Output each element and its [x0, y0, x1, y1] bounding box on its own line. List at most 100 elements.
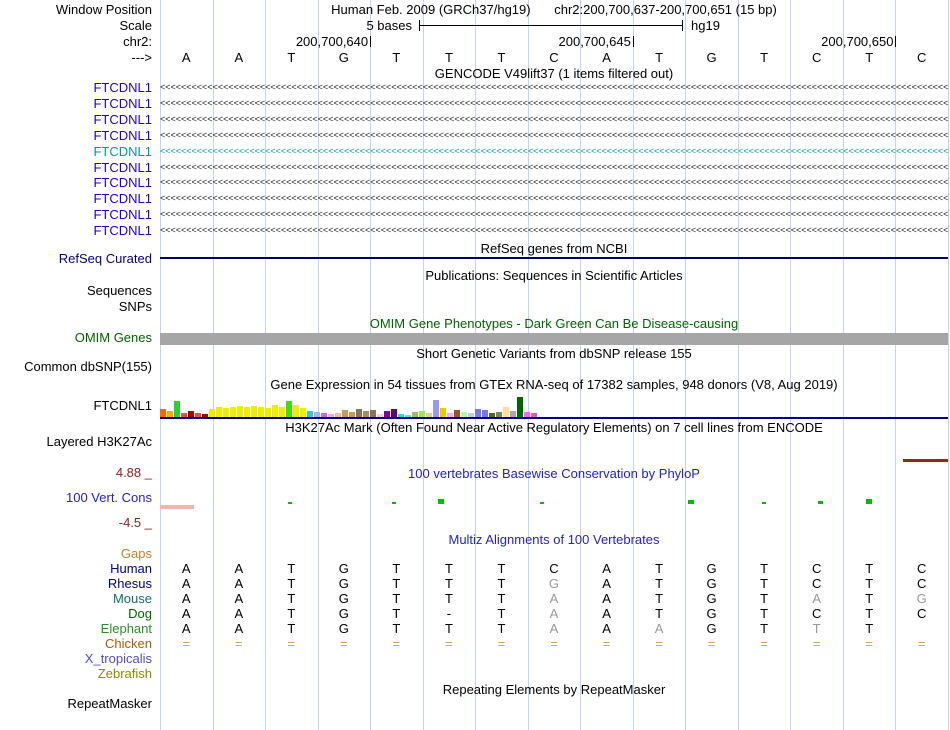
gene-line[interactable]: <<<<<<<<<<<<<<<<<<<<<<<<<<<<<<<<<<<<<<<<…: [160, 82, 948, 92]
gene-label[interactable]: FTCDNL1: [93, 223, 152, 239]
refseq-title[interactable]: RefSeq genes from NCBI: [480, 241, 628, 256]
species-label[interactable]: X_tropicalis: [84, 651, 152, 666]
gtex-bar[interactable]: [398, 414, 404, 417]
gtex-bar[interactable]: [454, 410, 460, 417]
gtex-bar[interactable]: [433, 400, 439, 417]
gtex-bar[interactable]: [307, 411, 313, 417]
gtex-bar[interactable]: [286, 401, 292, 417]
gtex-bar[interactable]: [181, 413, 187, 417]
gtex-bar[interactable]: [279, 407, 285, 417]
gene-line[interactable]: <<<<<<<<<<<<<<<<<<<<<<<<<<<<<<<<<<<<<<<<…: [160, 225, 948, 236]
gene-label[interactable]: FTCDNL1: [93, 159, 152, 175]
phylop-negative-bar[interactable]: [160, 505, 194, 509]
gtex-bar[interactable]: [468, 413, 474, 417]
gtex-bar[interactable]: [258, 407, 264, 417]
gene-line[interactable]: <<<<<<<<<<<<<<<<<<<<<<<<<<<<<<<<<<<<<<<<…: [160, 113, 948, 124]
gtex-bar[interactable]: [349, 412, 355, 417]
gtex-gene-label[interactable]: FTCDNL1: [93, 398, 152, 413]
gtex-bar[interactable]: [265, 408, 271, 417]
h3k27ac-label[interactable]: Layered H3K27Ac: [46, 434, 152, 449]
gtex-bar[interactable]: [356, 409, 362, 417]
gtex-bar[interactable]: [524, 412, 530, 417]
gene-label[interactable]: FTCDNL1: [93, 80, 152, 95]
gene-line[interactable]: <<<<<<<<<<<<<<<<<<<<<<<<<<<<<<<<<<<<<<<<…: [160, 209, 948, 220]
gene-label[interactable]: FTCDNL1: [93, 191, 152, 207]
gtex-bar[interactable]: [370, 410, 376, 417]
refseq-curated-label[interactable]: RefSeq Curated: [58, 251, 152, 266]
gtex-bar[interactable]: [517, 397, 523, 417]
refseq-gene-line[interactable]: [160, 257, 948, 259]
gene-line[interactable]: <<<<<<<<<<<<<<<<<<<<<<<<<<<<<<<<<<<<<<<<…: [160, 129, 948, 140]
sequences-label[interactable]: Sequences: [86, 283, 152, 298]
gene-line[interactable]: <<<<<<<<<<<<<<<<<<<<<<<<<<<<<<<<<<<<<<<<…: [160, 145, 948, 156]
gtex-bar[interactable]: [209, 409, 215, 417]
omim-genes-label[interactable]: OMIM Genes: [74, 330, 152, 345]
phylop-bar[interactable]: [288, 502, 292, 504]
gtex-bar[interactable]: [174, 401, 180, 417]
repeatmasker-label[interactable]: RepeatMasker: [67, 696, 152, 711]
gtex-bar[interactable]: [475, 409, 481, 417]
h3k27ac-signal[interactable]: [903, 459, 948, 462]
species-label[interactable]: Rhesus: [107, 576, 152, 591]
gtex-bar[interactable]: [314, 412, 320, 417]
phylop-bar[interactable]: [762, 502, 766, 504]
gtex-bar[interactable]: [244, 407, 250, 417]
gene-label[interactable]: FTCDNL1: [93, 207, 152, 223]
gtex-bar[interactable]: [391, 409, 397, 417]
species-label[interactable]: Elephant: [100, 621, 152, 636]
phylop-bar[interactable]: [688, 500, 694, 504]
species-label[interactable]: Dog: [128, 606, 152, 621]
gtex-bar[interactable]: [384, 411, 390, 417]
gtex-bar[interactable]: [272, 405, 278, 417]
multiz-title[interactable]: Multiz Alignments of 100 Vertebrates: [448, 532, 660, 547]
species-label[interactable]: Chicken: [105, 636, 152, 651]
species-label[interactable]: Zebrafish: [97, 666, 152, 681]
gtex-bar[interactable]: [412, 412, 418, 417]
dbsnp-title[interactable]: Short Genetic Variants from dbSNP releas…: [416, 346, 692, 361]
gtex-bar[interactable]: [426, 413, 432, 417]
phylop-bar[interactable]: [818, 501, 823, 504]
gtex-bar[interactable]: [482, 410, 488, 417]
gene-line[interactable]: <<<<<<<<<<<<<<<<<<<<<<<<<<<<<<<<<<<<<<<<…: [160, 97, 948, 108]
gene-label[interactable]: FTCDNL1: [93, 95, 152, 111]
gtex-bar[interactable]: [531, 413, 537, 417]
gene-line[interactable]: <<<<<<<<<<<<<<<<<<<<<<<<<<<<<<<<<<<<<<<<…: [160, 177, 948, 188]
dbsnp-label[interactable]: Common dbSNP(155): [24, 359, 152, 374]
gtex-bar[interactable]: [321, 413, 327, 417]
h3k27ac-title[interactable]: H3K27Ac Mark (Often Found Near Active Re…: [285, 420, 823, 435]
gtex-bar[interactable]: [293, 405, 299, 417]
species-label[interactable]: Human: [110, 561, 152, 576]
species-label[interactable]: Mouse: [112, 591, 152, 606]
gene-label[interactable]: FTCDNL1: [93, 175, 152, 191]
gtex-bar[interactable]: [503, 407, 509, 417]
gtex-bar[interactable]: [363, 411, 369, 417]
omim-bar[interactable]: [160, 333, 948, 345]
phylop-bar[interactable]: [540, 502, 544, 504]
gtex-bar[interactable]: [510, 411, 516, 417]
gtex-bar[interactable]: [223, 408, 229, 417]
gene-label[interactable]: FTCDNL1: [93, 127, 152, 143]
gtex-bar[interactable]: [188, 411, 194, 417]
conservation-label[interactable]: 100 Vert. Cons: [66, 490, 152, 505]
gtex-bar[interactable]: [496, 412, 502, 417]
gencode-title[interactable]: GENCODE V49lift37 (1 items filtered out): [434, 66, 674, 81]
gtex-bar[interactable]: [202, 414, 208, 417]
gtex-bar[interactable]: [335, 413, 341, 417]
gtex-bar[interactable]: [230, 407, 236, 417]
gtex-bar[interactable]: [160, 409, 166, 417]
gtex-title[interactable]: Gene Expression in 54 tissues from GTEx …: [270, 377, 838, 392]
gtex-bar[interactable]: [167, 411, 173, 417]
repeatmasker-title[interactable]: Repeating Elements by RepeatMasker: [442, 682, 666, 697]
phylop-bar[interactable]: [392, 502, 396, 504]
gtex-bar[interactable]: [328, 414, 334, 417]
gtex-bar[interactable]: [342, 410, 348, 417]
gtex-bar[interactable]: [440, 408, 446, 417]
gtex-bar[interactable]: [251, 406, 257, 417]
gtex-bar[interactable]: [377, 414, 383, 417]
snps-label[interactable]: SNPs: [118, 299, 152, 314]
gtex-bar[interactable]: [405, 415, 411, 417]
gene-line[interactable]: <<<<<<<<<<<<<<<<<<<<<<<<<<<<<<<<<<<<<<<<…: [160, 193, 948, 204]
publications-title[interactable]: Publications: Sequences in Scientific Ar…: [425, 268, 683, 283]
omim-title[interactable]: OMIM Gene Phenotypes - Dark Green Can Be…: [369, 316, 739, 331]
conservation-title[interactable]: 100 vertebrates Basewise Conservation by…: [408, 466, 700, 481]
